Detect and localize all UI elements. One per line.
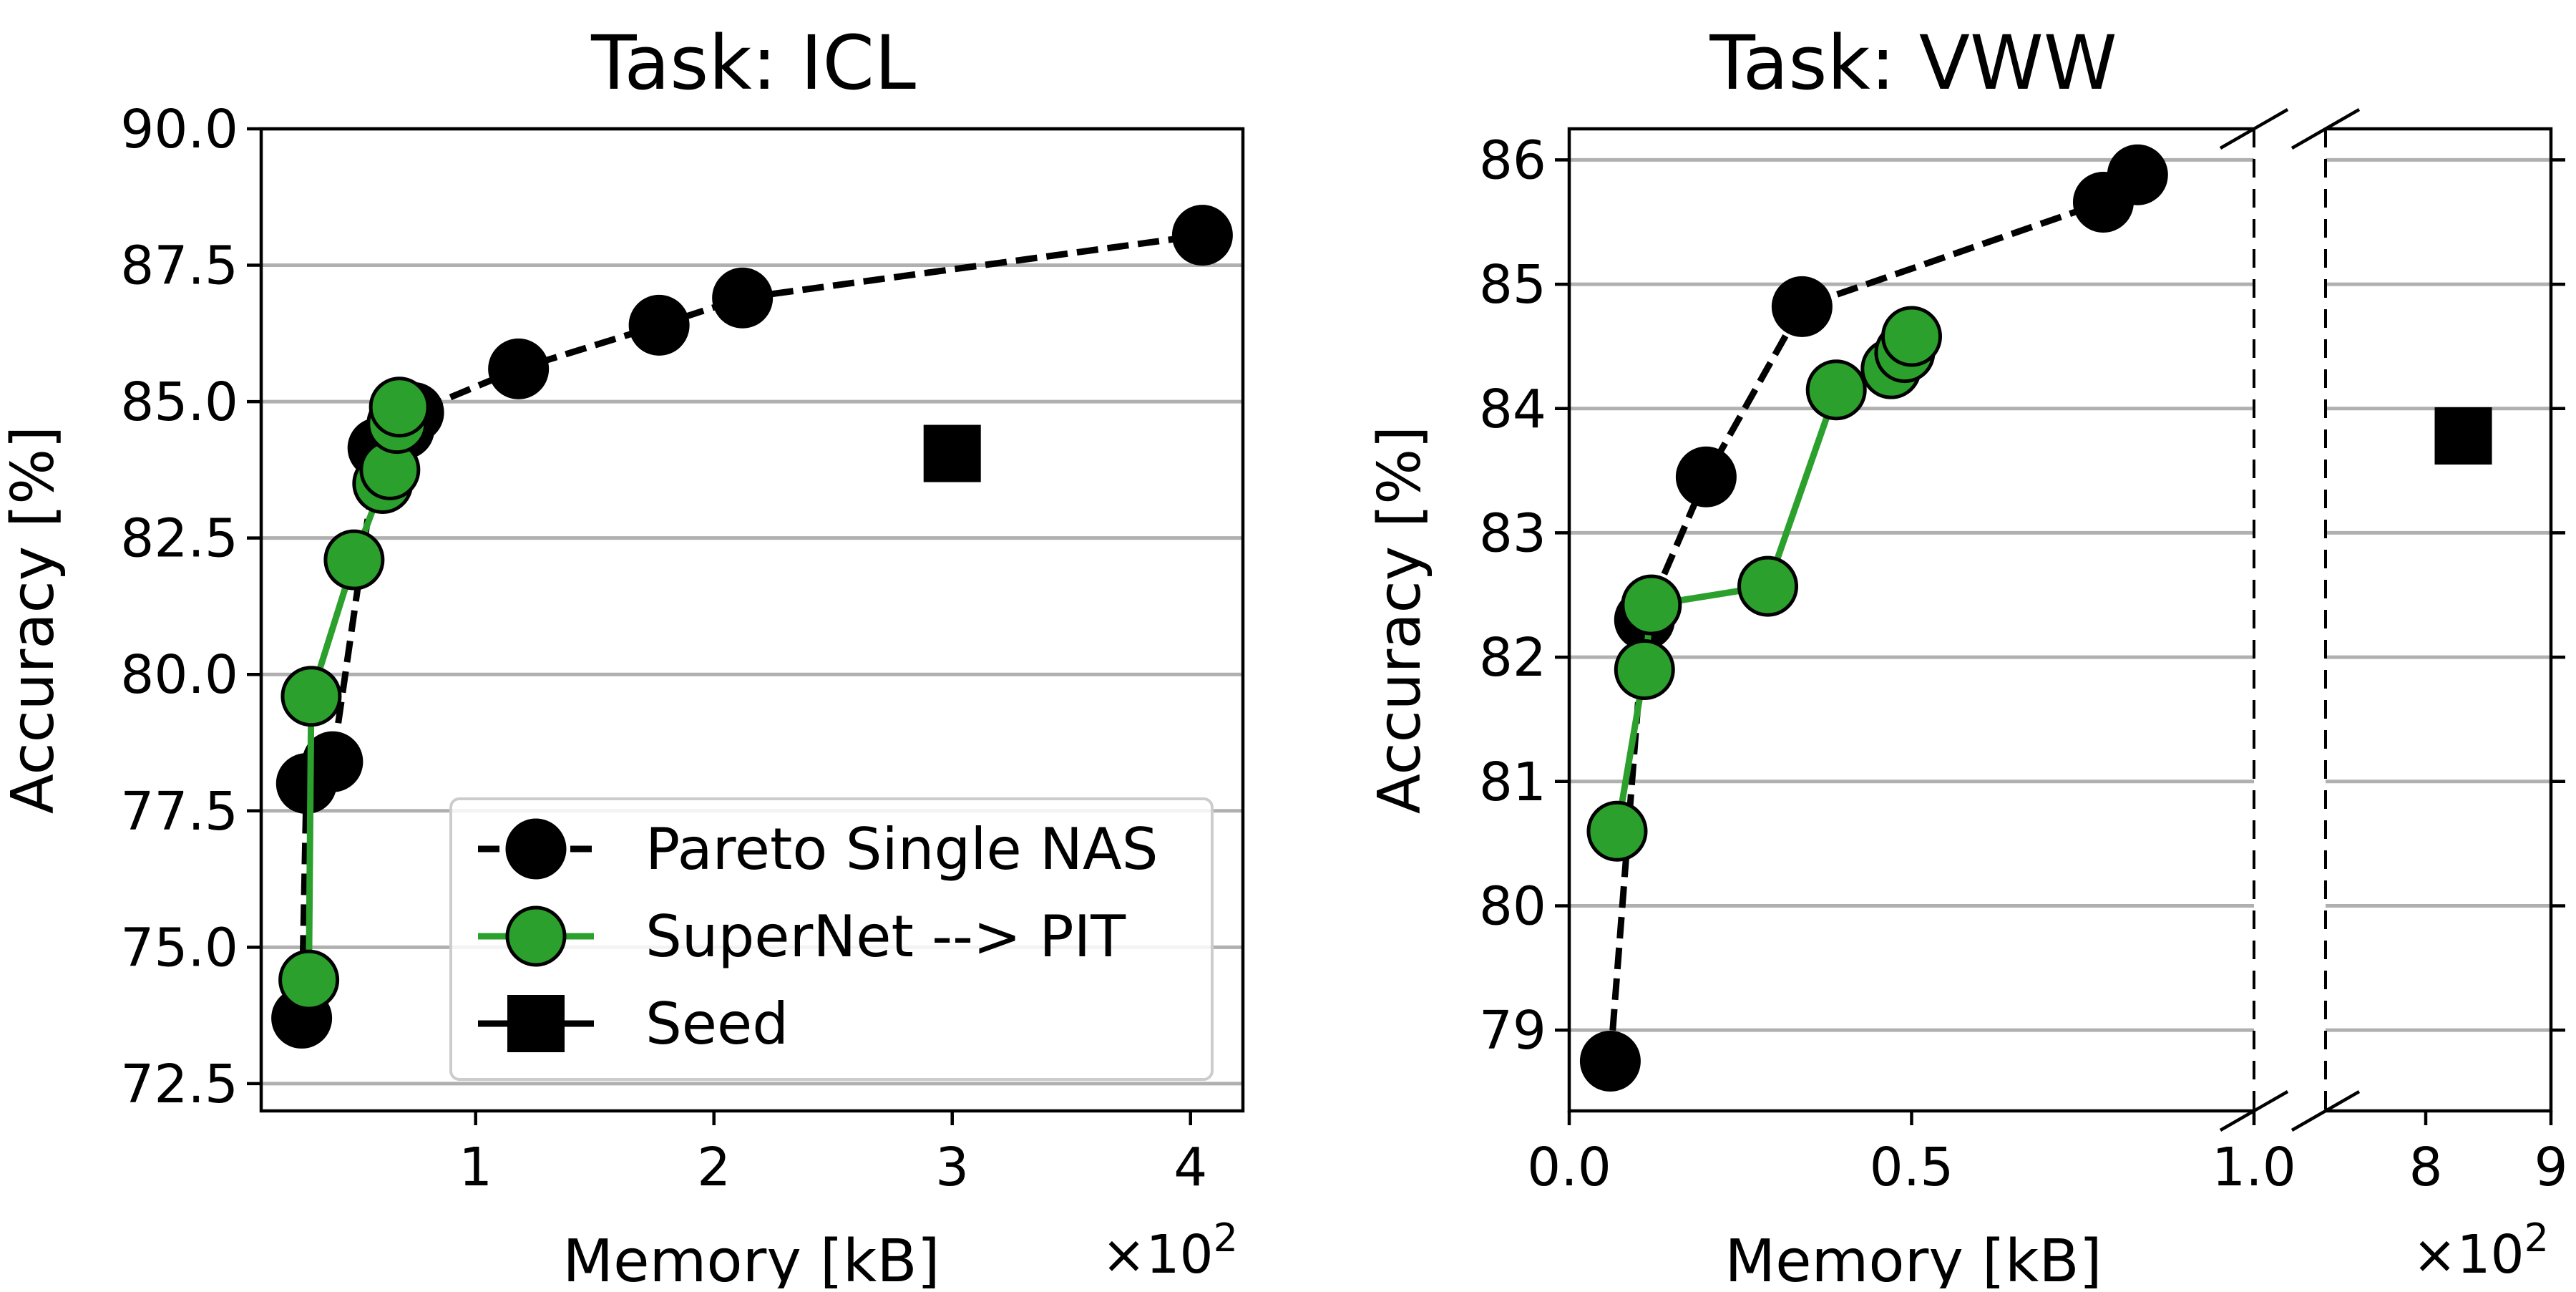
icl-seed-marker	[923, 424, 981, 482]
icl-y-tick-label: 87.5	[120, 235, 238, 297]
vww-x-ticks: 0.0 0.5 1.0 8 9	[1527, 1111, 2568, 1198]
vww-x-tick-label: 8	[2409, 1137, 2442, 1198]
vww-pareto-point	[1771, 276, 1833, 337]
vww-pareto-line	[1606, 172, 2140, 1062]
icl-y-tick-label: 90.0	[120, 99, 238, 160]
vww-y-ticks: 79 80 81 82 83 84 85 86	[1479, 130, 2565, 1062]
icl-y-tick-label: 80.0	[120, 644, 238, 706]
vww-left-frame	[1567, 127, 2254, 1113]
icl-pareto-point	[712, 267, 774, 329]
vww-supernet-point	[1805, 359, 1867, 421]
vww-y-tick-label: 82	[1479, 627, 1546, 689]
vww-break-mark-bottom-right	[2290, 1090, 2361, 1132]
vww-series	[1579, 144, 2492, 1092]
icl-y-ticks: 72.5 75.0 77.5 80.0 82.5 85.0 87.5 90.0	[120, 99, 261, 1115]
icl-supernet-point	[278, 949, 340, 1011]
legend-supernet-label: SuperNet --> PIT	[645, 903, 1126, 970]
vww-break-mark-top-right	[2290, 108, 2361, 150]
legend-entry-pareto: Pareto Single NAS	[478, 816, 1158, 883]
vww-supernet-point	[1737, 555, 1799, 617]
icl-y-axis-label: Accuracy [%]	[0, 426, 67, 814]
icl-panel: Task: ICL 72.5 75.0 77.5 80.0 82.5 85.0 87.5 90…	[0, 19, 1245, 1292]
vww-pareto-point	[2107, 144, 2168, 205]
vww-panel: Task: VWW 79 80 81 82 83 84 85 86 0.0 0.5 1.0 8 9 M…	[1366, 19, 2568, 1292]
vww-supernet-point	[1881, 306, 1942, 367]
icl-supernet-point	[369, 377, 430, 438]
icl-plot-frame	[259, 127, 1245, 1113]
vww-x-multiplier-exp: 2	[2524, 1215, 2549, 1261]
vww-x-multiplier-base: ×10	[2412, 1224, 2524, 1286]
vww-right-frame	[2326, 127, 2553, 1113]
legend-pareto-marker	[505, 818, 567, 880]
vww-title: Task: VWW	[1709, 19, 2117, 107]
vww-y-tick-label: 80	[1479, 875, 1546, 937]
icl-pareto-point	[302, 731, 364, 792]
vww-seed-marker	[2434, 407, 2492, 465]
vww-y-tick-label: 85	[1479, 254, 1546, 316]
icl-x-tick-label: 2	[697, 1137, 731, 1198]
vww-x-tick-label: 1.0	[2212, 1137, 2296, 1198]
legend-entry-supernet: SuperNet --> PIT	[478, 903, 1126, 970]
legend-seed-marker	[507, 995, 565, 1052]
vww-break-mark-top-left	[2219, 108, 2289, 150]
vww-supernet-point	[1586, 800, 1648, 862]
legend-supernet-marker	[505, 905, 567, 967]
icl-x-tick-label: 4	[1174, 1137, 1207, 1198]
vww-y-axis-label: Accuracy [%]	[1366, 426, 1434, 814]
icl-title: Task: ICL	[590, 19, 916, 107]
vww-x-multiplier: ×102	[2412, 1215, 2549, 1286]
icl-x-multiplier: ×102	[1101, 1215, 1238, 1286]
vww-x-axis-label: Memory [kB]	[1724, 1228, 2102, 1288]
vww-y-tick-label: 79	[1479, 1000, 1546, 1062]
vww-y-tick-label: 84	[1479, 379, 1546, 440]
icl-y-tick-label: 75.0	[120, 917, 238, 978]
icl-pareto-point	[1171, 205, 1233, 266]
vww-pareto-point	[1579, 1031, 1641, 1092]
vww-x-tick-label: 0.0	[1527, 1137, 1611, 1198]
icl-x-axis-label: Memory [kB]	[562, 1228, 940, 1288]
legend-pareto-label: Pareto Single NAS	[645, 816, 1158, 883]
icl-y-tick-label: 77.5	[120, 781, 238, 842]
icl-supernet-point	[280, 666, 342, 727]
vww-y-tick-label: 86	[1479, 130, 1546, 191]
vww-pareto-point	[1675, 446, 1737, 507]
vww-y-tick-label: 83	[1479, 502, 1546, 564]
icl-y-tick-label: 82.5	[120, 508, 238, 570]
legend-box	[449, 797, 1214, 1081]
vww-break-mark-bottom-left	[2219, 1090, 2289, 1132]
icl-pareto-point	[488, 338, 550, 399]
legend-seed-label: Seed	[645, 991, 789, 1057]
vww-y-tick-label: 81	[1479, 752, 1546, 813]
legend: Pareto Single NAS SuperNet --> PIT Seed	[449, 797, 1214, 1081]
legend-entry-seed: Seed	[478, 991, 789, 1057]
icl-x-tick-label: 3	[935, 1137, 969, 1198]
icl-y-tick-label: 85.0	[120, 371, 238, 433]
icl-series	[271, 205, 1233, 1049]
icl-x-multiplier-base: ×10	[1101, 1224, 1213, 1286]
vww-x-tick-label: 0.5	[1870, 1137, 1954, 1198]
icl-x-ticks: 1 2 3 4	[459, 1111, 1207, 1198]
icl-x-multiplier-exp: 2	[1214, 1215, 1238, 1261]
icl-pareto-point	[628, 294, 690, 356]
icl-supernet-point	[323, 529, 385, 591]
icl-x-tick-label: 1	[459, 1137, 492, 1198]
icl-y-tick-label: 72.5	[120, 1054, 238, 1115]
vww-x-tick-label: 9	[2534, 1137, 2567, 1198]
vww-supernet-point	[1621, 574, 1682, 636]
vww-supernet-point	[1614, 638, 1675, 700]
